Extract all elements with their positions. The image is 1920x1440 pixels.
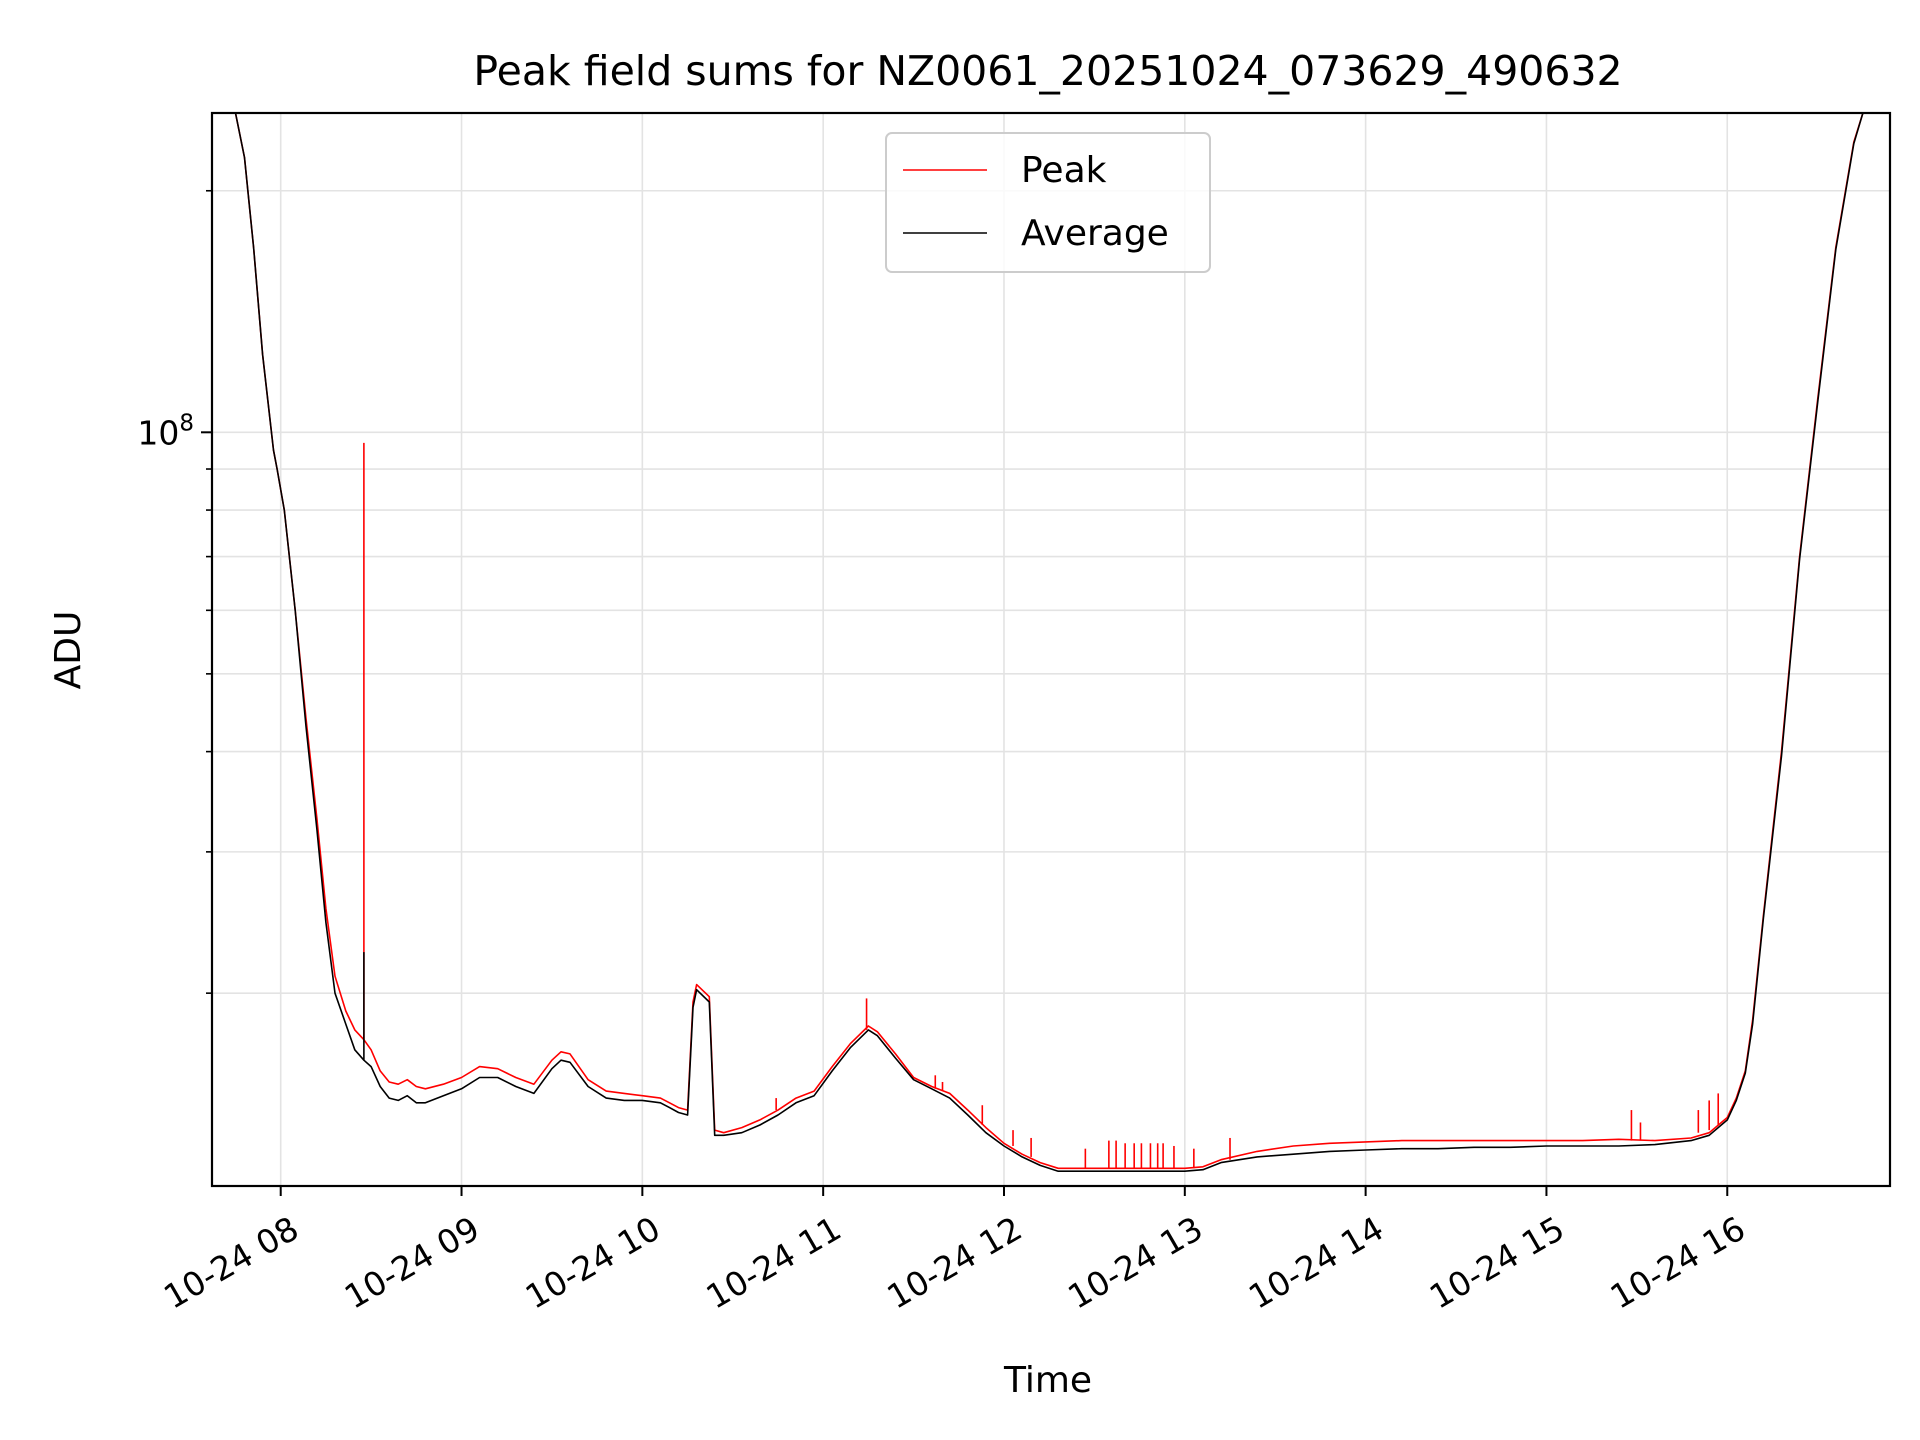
plot-frame [210,111,1892,1188]
y-tick-label: 108 [137,410,194,452]
y-axis-label: ADU [48,611,89,690]
legend: Peak Average [885,132,1211,273]
legend-label-peak: Peak [1021,150,1107,191]
y-axis: 108 [137,189,212,994]
grid [212,113,1890,1186]
chart-title: Peak field sums for NZ0061_20251024_0736… [473,47,1622,95]
series-line-average [212,113,1890,1172]
series-layer [212,113,1890,1172]
series-line-peak [212,113,1890,1170]
x-axis-label: Time [1003,1360,1092,1401]
legend-label-average: Average [1021,213,1169,254]
legend-box [885,132,1211,273]
